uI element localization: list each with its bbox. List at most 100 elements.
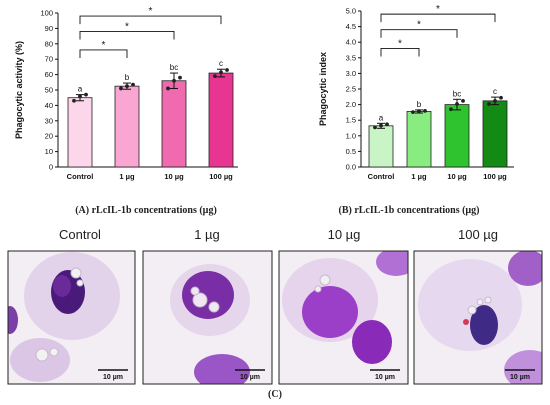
y-tick-label: 50 <box>45 86 53 95</box>
x-tick-label: 10 µg <box>164 172 184 181</box>
bar <box>67 97 93 168</box>
significance-star: * <box>125 21 129 32</box>
y-axis-label: Phagocytic activity (%) <box>14 41 24 139</box>
data-point <box>373 125 377 130</box>
scale-bar-label: 10 µm <box>103 374 123 381</box>
y-tick-label: 1.0 <box>346 131 356 140</box>
y-tick-label: 2.0 <box>346 100 356 109</box>
micrograph-1ug: 10 µm <box>142 250 273 385</box>
significance-bracket <box>380 13 496 23</box>
y-axis-label: Phagocytic index <box>318 52 328 126</box>
significance-letter: a <box>78 85 83 94</box>
scale-bar-label: 10 µm <box>240 374 260 381</box>
y-tick-label: 0.0 <box>346 163 356 172</box>
data-point <box>72 98 76 103</box>
significance-letter: b <box>417 100 422 109</box>
x-tick-label: 10 µg <box>447 172 467 181</box>
y-tick-label: 10 <box>45 147 53 156</box>
bar <box>444 104 470 168</box>
scale-bar-label: 10 µm <box>375 374 395 381</box>
significance-letter: bc <box>453 89 461 98</box>
x-tick-label: 100 µg <box>209 172 233 181</box>
chart-phagocytic-index: 0.0 0.5 1.0 1.5 2.0 2.5 3.0 3.5 4.0 4.5 5.0 Phagocy… <box>318 4 514 181</box>
bar <box>482 100 508 168</box>
y-tick-label: 70 <box>45 55 53 64</box>
significance-star: * <box>417 20 421 31</box>
data-point <box>213 74 217 79</box>
micrograph-label-1ug: 1 µg <box>194 227 220 242</box>
y-tick-label: 100 <box>40 9 53 18</box>
significance-star: * <box>398 38 402 49</box>
scale-bar-label: 10 µm <box>510 374 530 381</box>
data-point <box>225 68 229 72</box>
y-tick-label: 20 <box>45 132 53 141</box>
significance-star: * <box>102 40 106 51</box>
micrograph-10ug: 10 µm <box>278 250 409 385</box>
data-point <box>487 102 491 106</box>
data-point <box>461 98 465 103</box>
bar <box>161 80 187 168</box>
caption-panel-a: (A) rLcIL-1b concentrations (µg) <box>75 205 217 216</box>
micrograph-100ug: 10 µm <box>413 250 543 385</box>
x-tick-label: Control <box>368 172 395 181</box>
significance-letter: b <box>125 73 130 82</box>
significance-star: * <box>149 6 153 17</box>
data-point <box>411 110 415 114</box>
x-tick-label: 100 µg <box>483 172 507 181</box>
data-point <box>449 107 453 112</box>
micrograph-label-control: Control <box>59 227 101 242</box>
data-point <box>499 95 503 100</box>
data-point <box>84 92 88 97</box>
y-tick-label: 4.0 <box>346 38 356 47</box>
significance-letter: a <box>379 113 384 122</box>
significance-star: * <box>436 4 440 15</box>
y-tick-label: 0 <box>49 163 53 172</box>
data-point <box>131 82 135 87</box>
bar <box>208 72 234 168</box>
chart-phagocytic-activity: 0 10 20 30 40 50 60 70 80 90 100 Phagocytic activit… <box>14 6 238 181</box>
data-point <box>423 108 427 113</box>
bar <box>368 125 394 168</box>
data-point <box>455 102 459 106</box>
micrograph-control: 10 µm <box>7 250 136 385</box>
significance-bracket <box>79 15 222 25</box>
data-point <box>125 84 129 89</box>
y-tick-label: 5.0 <box>346 7 356 16</box>
data-point <box>219 70 223 75</box>
data-point <box>417 109 421 114</box>
data-point <box>78 94 82 99</box>
significance-letter: c <box>493 87 497 96</box>
y-tick-label: 3.0 <box>346 69 356 78</box>
y-tick-label: 40 <box>45 101 53 110</box>
y-tick-label: 0.5 <box>346 147 356 156</box>
y-tick-label: 90 <box>45 24 53 33</box>
bar <box>114 85 140 168</box>
significance-bracket <box>79 49 128 58</box>
data-point <box>166 86 170 91</box>
y-tick-label: 80 <box>45 39 53 48</box>
micrograph-label-10ug: 10 µg <box>328 227 361 242</box>
data-point <box>379 123 383 128</box>
x-tick-label: 1 µg <box>119 172 135 181</box>
significance-bracket <box>79 31 175 40</box>
y-tick-label: 1.5 <box>346 116 356 125</box>
data-point <box>493 98 497 103</box>
bar <box>406 111 432 168</box>
data-point <box>385 122 389 127</box>
y-tick-label: 3.5 <box>346 53 356 62</box>
data-point <box>178 75 182 80</box>
x-tick-label: 1 µg <box>411 172 427 181</box>
significance-letter: c <box>219 59 223 68</box>
data-point <box>172 78 176 83</box>
x-tick-label: Control <box>67 172 94 181</box>
y-tick-label: 4.5 <box>346 22 356 31</box>
y-tick-label: 30 <box>45 116 53 125</box>
y-tick-label: 2.5 <box>346 85 356 94</box>
micrograph-label-100ug: 100 µg <box>458 227 498 242</box>
significance-letter: bc <box>170 63 178 72</box>
caption-panel-b: (B) rLcIL-1b concentrations (µg) <box>338 205 479 216</box>
data-point <box>119 86 123 91</box>
y-tick-label: 60 <box>45 70 53 79</box>
significance-bracket <box>380 29 458 38</box>
